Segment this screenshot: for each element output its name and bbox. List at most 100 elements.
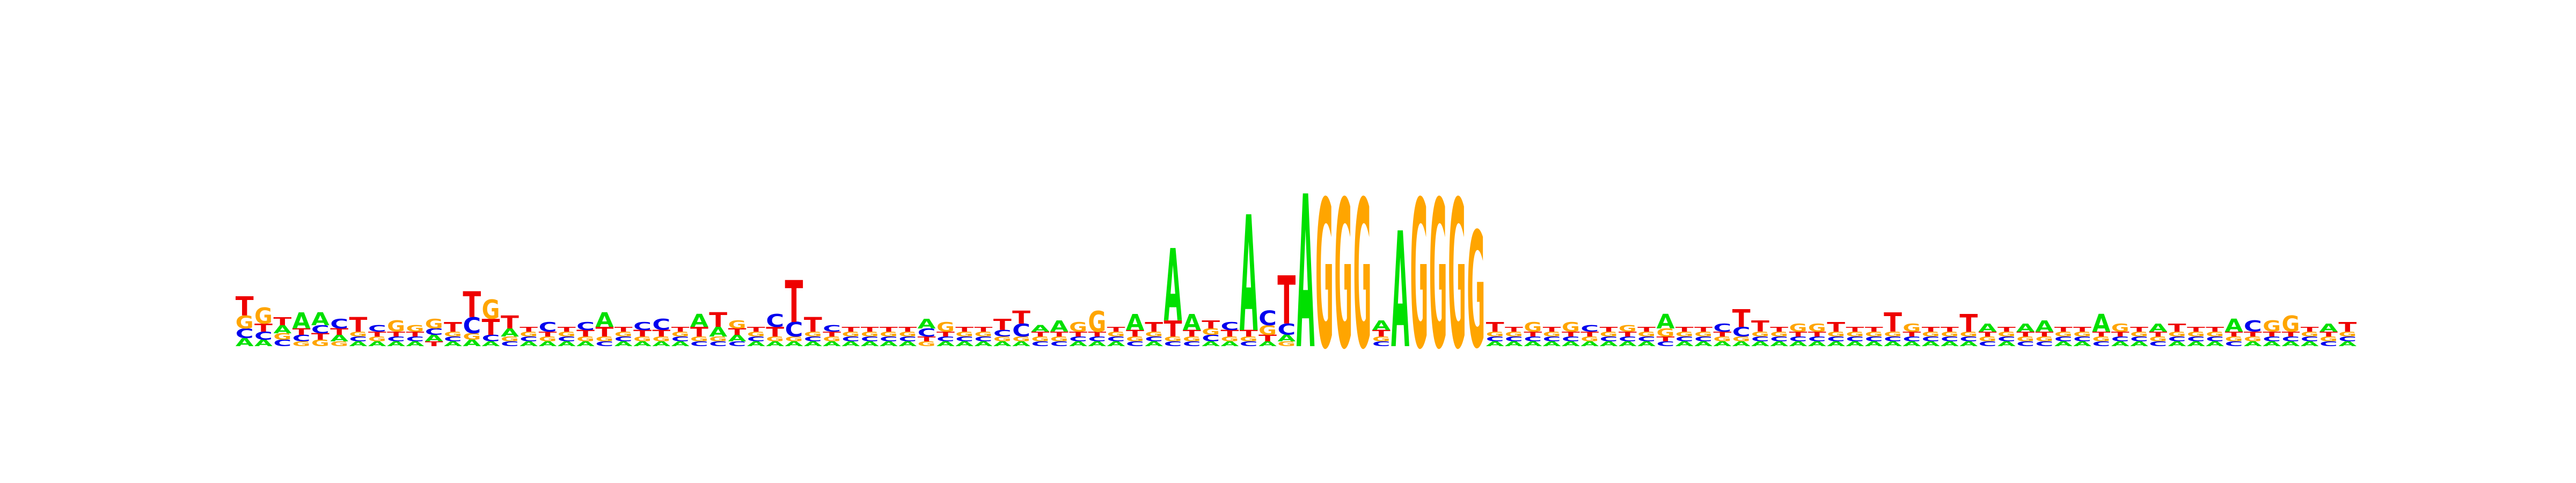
- logo-letter-c: C: [1486, 335, 1504, 343]
- logo-letter-a: A: [1959, 340, 1978, 348]
- logo-letter-t: T: [1524, 330, 1542, 338]
- logo-letter-t: T: [1372, 328, 1391, 339]
- logo-letter-t: T: [918, 335, 936, 343]
- logo-letter-c: C: [1240, 340, 1258, 348]
- logo-letter-a: A: [425, 333, 443, 343]
- logo-letter-a: A: [766, 340, 784, 348]
- logo-letter-c: C: [823, 324, 841, 334]
- logo-column-57: A: [1297, 151, 1315, 396]
- logo-letter-c: C: [690, 340, 708, 348]
- logo-letter-a: A: [1600, 340, 1618, 348]
- logo-letter-c: C: [1619, 335, 1637, 343]
- logo-letter-a: A: [1012, 340, 1030, 348]
- logo-letter-t: T: [1997, 325, 2016, 333]
- logo-letter-c: C: [330, 316, 348, 332]
- logo-letter-c: C: [1107, 335, 1125, 343]
- logo-letter-g: G: [1619, 324, 1637, 334]
- logo-letter-c: C: [519, 335, 538, 343]
- logo-letter-t: T: [690, 325, 708, 340]
- logo-letter-t: T: [652, 328, 671, 339]
- logo-letter-a: A: [254, 338, 273, 348]
- logo-letter-a: A: [2319, 321, 2338, 334]
- logo-letter-a: A: [1979, 321, 1997, 334]
- logo-letter-g: G: [880, 331, 898, 338]
- logo-letter-g: G: [1164, 335, 1182, 343]
- logo-letter-t: T: [1732, 305, 1751, 333]
- logo-letter-g: G: [482, 294, 500, 325]
- logo-letter-t: T: [1808, 330, 1826, 338]
- logo-letter-c: C: [2092, 340, 2110, 348]
- logo-column-64: G: [1429, 158, 1447, 394]
- logo-letter-t: T: [1107, 325, 1125, 333]
- logo-letter-g: G: [1315, 158, 1334, 394]
- logo-letter-t: T: [1580, 330, 1599, 338]
- logo-letter-c: C: [1865, 335, 1883, 343]
- logo-letter-a: A: [1846, 340, 1864, 348]
- logo-letter-g: G: [1524, 320, 1542, 335]
- logo-letter-g: G: [728, 318, 747, 331]
- logo-letter-t: T: [1505, 325, 1523, 333]
- logo-letter-t: T: [1865, 325, 1883, 333]
- logo-letter-g: G: [804, 331, 822, 338]
- logo-column-66: G: [1467, 199, 1485, 384]
- logo-letter-c: C: [785, 318, 803, 341]
- logo-letter-t: T: [2092, 330, 2110, 338]
- logo-letter-c: C: [1145, 335, 1163, 343]
- logo-letter-c: C: [2319, 340, 2338, 348]
- logo-letter-t: T: [519, 325, 538, 333]
- logo-letter-g: G: [747, 331, 765, 338]
- logo-letter-g: G: [1069, 320, 1087, 335]
- logo-letter-a: A: [1713, 340, 1731, 348]
- logo-letter-g: G: [539, 335, 557, 343]
- logo-letter-t: T: [254, 321, 273, 334]
- logo-letter-g: G: [1031, 335, 1049, 343]
- logo-letter-c: C: [444, 335, 462, 343]
- logo-letter-t: T: [2319, 330, 2338, 338]
- logo-letter-a: A: [823, 340, 841, 348]
- logo-letter-a: A: [1884, 340, 1902, 348]
- logo-letter-t: T: [1619, 330, 1637, 338]
- logo-letter-c: C: [558, 335, 576, 343]
- logo-letter-g: G: [368, 335, 386, 343]
- logo-letter-t: T: [482, 314, 500, 340]
- logo-letter-g: G: [1562, 320, 1580, 335]
- logo-letter-c: C: [1372, 340, 1391, 348]
- logo-letter-g: G: [1183, 335, 1201, 343]
- logo-letter-a: A: [1088, 340, 1106, 348]
- logo-letter-c: C: [425, 327, 443, 337]
- logo-letter-t: T: [2206, 325, 2224, 333]
- logo-letter-g: G: [1884, 331, 1902, 338]
- logo-letter-t: T: [1656, 335, 1674, 343]
- logo-letter-c: C: [482, 333, 500, 343]
- logo-letter-c: C: [1126, 340, 1144, 348]
- logo-letter-g: G: [576, 335, 595, 343]
- logo-letter-c: C: [1675, 335, 1694, 343]
- logo-letter-c: C: [936, 335, 955, 343]
- logo-letter-g: G: [1922, 331, 1940, 338]
- logo-letter-g: G: [2054, 331, 2073, 338]
- logo-letter-a: A: [519, 340, 538, 348]
- logo-letter-a: A: [2130, 340, 2148, 348]
- logo-letter-g: G: [1997, 331, 2016, 338]
